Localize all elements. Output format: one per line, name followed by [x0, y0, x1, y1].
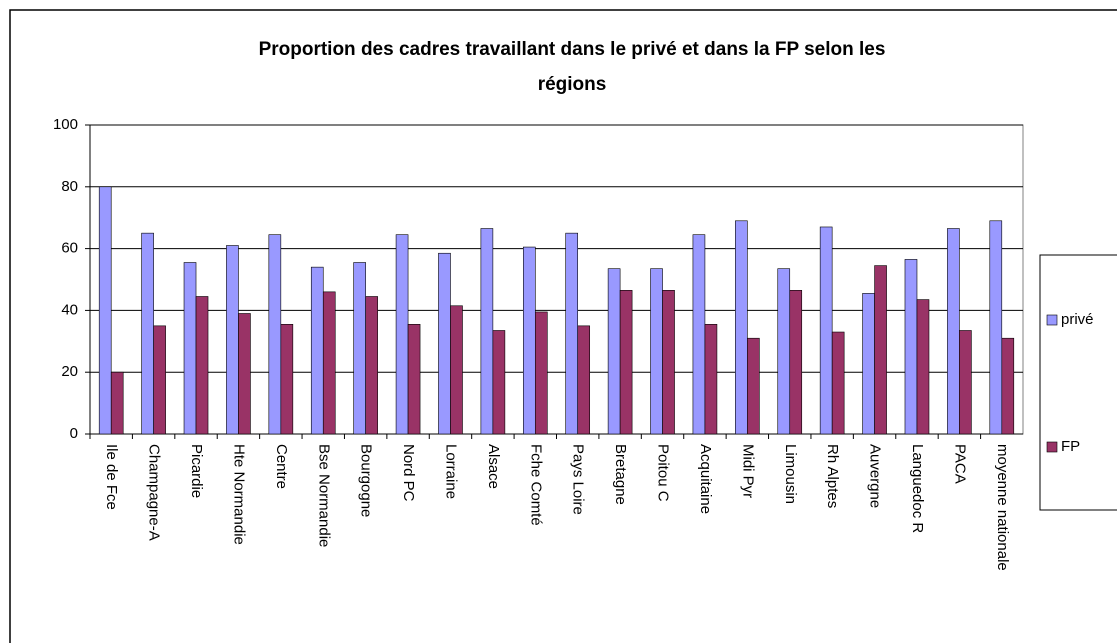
bar: [365, 296, 378, 435]
chart-title: régions: [538, 74, 607, 95]
bar: [480, 228, 494, 435]
chart-title: Proportion des cadres travaillant dans l…: [259, 39, 886, 60]
x-tick-label: Centre: [273, 444, 290, 489]
bar: [916, 299, 930, 435]
x-tick-label: Alsace: [485, 444, 502, 489]
y-tick-label: 100: [53, 116, 78, 133]
x-tick-label: Midi Pyr: [739, 444, 756, 498]
bar: [777, 268, 791, 435]
y-tick-label: 40: [61, 301, 78, 318]
x-tick-label: moyenne nationale: [994, 444, 1011, 571]
bar: [862, 293, 875, 435]
bar: [110, 371, 124, 435]
x-tick-label: Languedoc R: [909, 444, 926, 533]
legend: [1039, 254, 1117, 511]
bar: [904, 259, 918, 435]
x-tick-label: Hte Normandie: [230, 444, 247, 545]
y-tick-label: 80: [61, 178, 78, 195]
bar: [1001, 337, 1015, 435]
bar: [619, 290, 633, 435]
bar: [322, 291, 336, 435]
legend-label: FP: [1061, 438, 1080, 455]
legend-swatch: [1046, 314, 1058, 326]
bar: [874, 265, 887, 435]
bar: [310, 266, 324, 435]
bar: [280, 324, 294, 435]
bar: [407, 324, 421, 435]
bar: [692, 234, 706, 435]
x-tick-label: Ile de Fce: [103, 444, 120, 510]
x-tick-label: Nord PC: [400, 444, 417, 502]
bar: [395, 234, 409, 435]
x-tick-label: Auvergne: [867, 444, 884, 508]
bar: [662, 290, 675, 435]
legend-label: privé: [1061, 311, 1094, 328]
x-tick-label: Bse Normandie: [315, 444, 332, 547]
bar: [959, 330, 972, 435]
legend-swatch: [1046, 441, 1058, 453]
x-tick-label: Acquitaine: [697, 444, 714, 514]
bar: [492, 330, 506, 435]
bar: [789, 290, 803, 435]
bar: [450, 305, 463, 435]
x-tick-label: PACA: [951, 444, 968, 484]
y-tick-label: 60: [61, 240, 78, 257]
bar: [98, 186, 112, 435]
x-tick-label: Lorraine: [443, 444, 460, 499]
bar: [565, 232, 579, 435]
x-tick-label: Rh Alptes: [824, 444, 841, 508]
bar: [226, 245, 239, 435]
x-tick-label: Limousin: [782, 444, 799, 504]
bar: [141, 232, 154, 435]
bar: [438, 252, 451, 435]
bar: [577, 325, 591, 435]
x-tick-label: Picardie: [188, 444, 205, 498]
x-tick-label: Champagne-A: [146, 444, 163, 541]
bar: [704, 324, 718, 435]
bar: [183, 262, 197, 435]
x-tick-label: Fche Comté: [527, 444, 544, 526]
bar: [153, 325, 166, 435]
x-tick-label: Poitou C: [655, 444, 672, 502]
bar: [607, 268, 621, 435]
bar: [947, 228, 960, 435]
bar: [831, 331, 845, 435]
bar: [989, 220, 1003, 435]
bar: [735, 220, 748, 435]
bar: [650, 268, 663, 435]
y-tick-label: 20: [61, 363, 78, 380]
x-tick-label: Bourgogne: [358, 444, 375, 517]
x-tick-label: Pays Loire: [570, 444, 587, 515]
bar: [747, 337, 760, 435]
bar: [819, 226, 833, 435]
bar: [353, 262, 366, 435]
y-tick-label: 0: [70, 425, 78, 442]
x-tick-label: Bretagne: [612, 444, 629, 505]
bar: [534, 311, 548, 435]
bar: [522, 246, 536, 435]
bar: [238, 313, 251, 435]
bar: [195, 296, 209, 435]
bar: [268, 234, 282, 435]
